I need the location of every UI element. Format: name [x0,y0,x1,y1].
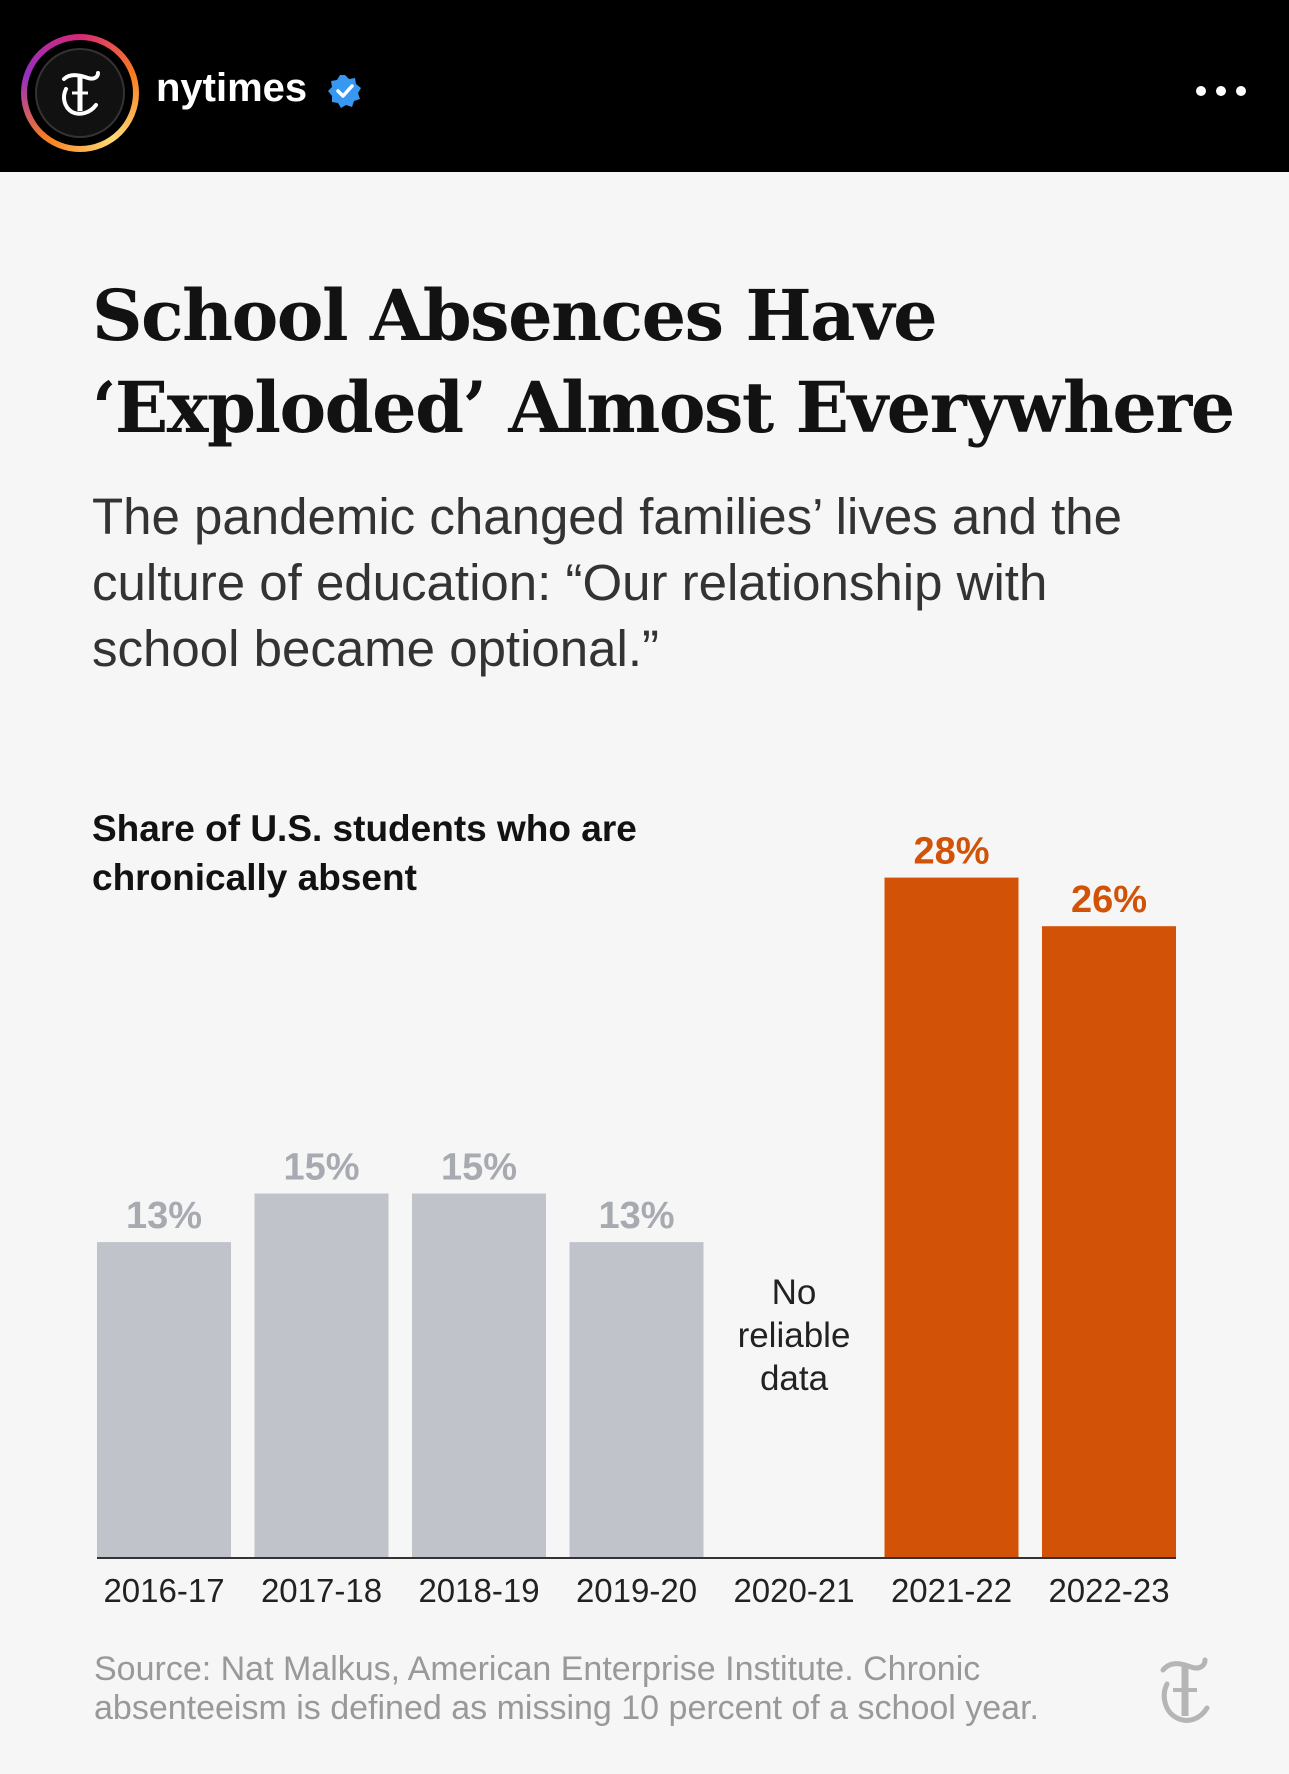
bar [412,1193,546,1558]
verified-badge-icon [328,75,361,108]
data-label: 15% [441,1147,517,1189]
bar [97,1242,231,1558]
data-label: 13% [126,1195,202,1237]
avatar-story-ring[interactable] [21,34,139,152]
bar [569,1242,704,1558]
data-label: 13% [598,1195,674,1237]
more-options-icon[interactable] [1191,66,1251,116]
data-label: 28% [913,831,989,873]
x-tick-label: 2021-22 [891,1572,1012,1609]
no-data-annotation: No [772,1273,817,1312]
data-label: 26% [1071,879,1147,921]
x-tick-label: 2020-21 [733,1572,854,1609]
avatar[interactable] [35,48,125,138]
data-label: 15% [283,1147,359,1189]
bar [1042,926,1176,1558]
no-data-annotation: data [760,1359,829,1398]
no-data-annotation: reliable [738,1316,851,1355]
x-tick-label: 2019-20 [576,1572,697,1609]
nyt-t-logo-icon [62,71,100,116]
post-header: nytimes [0,0,1289,172]
chart-title: Share of U.S. students who are chronical… [92,808,637,898]
x-tick-label: 2022-23 [1048,1572,1169,1609]
x-tick-label: 2017-18 [261,1572,382,1609]
nyt-t-logo-icon [1160,1657,1210,1723]
bar [254,1193,389,1558]
dek: The pandemic changed families’ lives and… [92,488,1123,677]
bar [884,877,1019,1558]
headline: School Absences Have ‘Exploded’ Almost E… [92,274,1235,449]
x-tick-label: 2016-17 [103,1572,224,1609]
account-name[interactable]: nytimes [156,66,308,110]
x-tick-label: 2018-19 [418,1572,539,1609]
source-note: Source: Nat Malkus, American Enterprise … [94,1650,1039,1727]
